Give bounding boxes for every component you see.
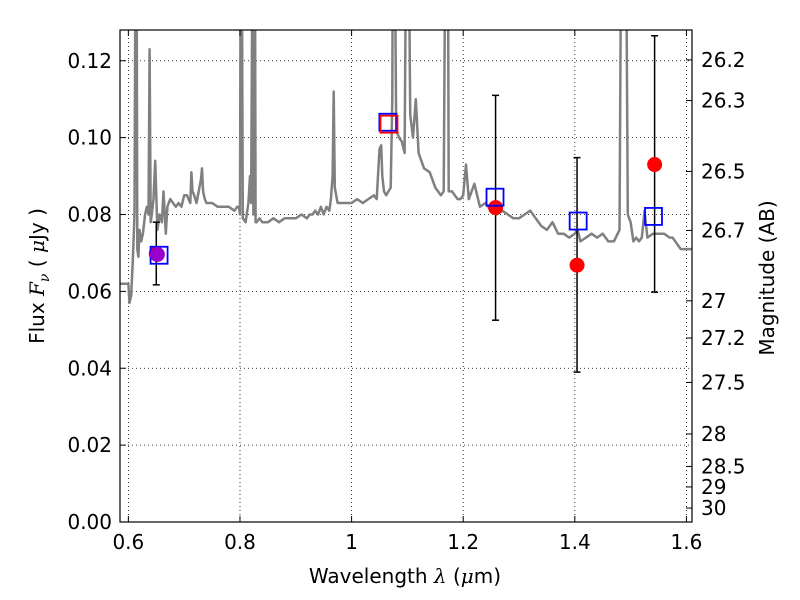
y2-tick-label: 28 bbox=[701, 422, 726, 446]
x-tick-label: 1.2 bbox=[447, 530, 479, 554]
synthetic-point-marker bbox=[485, 187, 505, 207]
x-axis-label: Wavelength λ (μm) bbox=[309, 564, 501, 588]
synthetic-point-marker bbox=[378, 112, 398, 132]
y-tick-label: 0.00 bbox=[67, 510, 112, 534]
synthetic-point-marker bbox=[568, 211, 588, 231]
y-tick-label: 0.02 bbox=[67, 433, 112, 457]
x-axis-label-unit-rest: m) bbox=[474, 564, 501, 588]
x-axis-label-prefix: Wavelength bbox=[309, 564, 428, 588]
y2-tick-label: 30 bbox=[701, 496, 726, 520]
y-tick-label: 0.04 bbox=[67, 356, 112, 380]
y2-tick-label: 26.3 bbox=[701, 89, 746, 113]
y-tick-label: 0.08 bbox=[67, 203, 112, 227]
y-axis-label-prefix: Flux bbox=[25, 302, 49, 344]
measured-point-marker bbox=[569, 257, 585, 273]
model-spectrum-line bbox=[120, 30, 692, 305]
x-tick-label: 1.6 bbox=[671, 530, 703, 554]
y-axis-label-unit-open: ( bbox=[25, 259, 49, 267]
y-tick-label: 0.10 bbox=[67, 126, 112, 150]
synthetic-point-marker bbox=[644, 207, 663, 226]
y2-tick-label: 26.7 bbox=[701, 218, 746, 242]
y2-tick-label: 26.5 bbox=[701, 159, 746, 183]
y-axis-label-unit-rest: Jy ) bbox=[25, 208, 49, 242]
measured-point-marker bbox=[647, 157, 663, 173]
measured-point-marker bbox=[488, 200, 504, 216]
y2-tick-label: 27 bbox=[701, 289, 726, 313]
y-axis-label-subscript: ν bbox=[37, 273, 53, 282]
plot-area bbox=[120, 30, 692, 373]
measured-point-marker bbox=[149, 246, 165, 262]
y-tick-label: 0.12 bbox=[67, 49, 112, 73]
y2-tick-label: 26.2 bbox=[701, 48, 746, 72]
y2-tick-label: 28.5 bbox=[701, 454, 746, 478]
right-axis-label: Magnitude (AB) bbox=[755, 200, 779, 355]
y-axis-label-unit-mu: μ bbox=[25, 240, 49, 253]
x-axis-label-unit-mu: μ bbox=[461, 564, 474, 588]
synthetic-point-marker bbox=[379, 114, 399, 134]
x-tick-label: 1.4 bbox=[559, 530, 591, 554]
x-axis-label-symbol: λ bbox=[433, 564, 447, 588]
y-axis-label-symbol: F bbox=[25, 281, 49, 297]
y2-tick-label: 29 bbox=[701, 475, 726, 499]
y-tick-label: 0.06 bbox=[67, 279, 112, 303]
y-axis-label: Flux Fν ( μJy ) bbox=[25, 208, 54, 344]
y2-tick-label: 27.2 bbox=[701, 326, 746, 350]
plot-frame bbox=[119, 29, 693, 523]
x-tick-label: 1 bbox=[345, 530, 358, 554]
x-tick-label: 0.8 bbox=[224, 530, 256, 554]
y2-tick-label: 27.5 bbox=[701, 370, 746, 394]
x-axis-label-unit-open: ( bbox=[453, 564, 461, 588]
x-tick-label: 0.6 bbox=[112, 530, 144, 554]
